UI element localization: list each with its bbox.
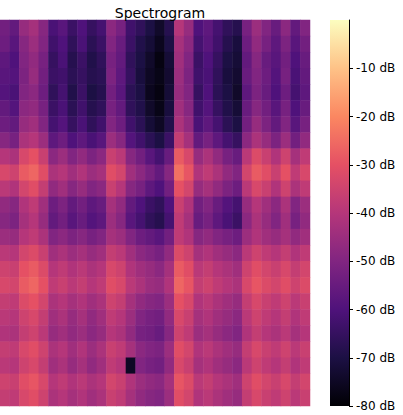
svg-text:-50 dB: -50 dB xyxy=(356,254,395,268)
svg-text:-30 dB: -30 dB xyxy=(356,158,395,172)
svg-text:-40 dB: -40 dB xyxy=(356,206,395,220)
svg-text:-20 dB: -20 dB xyxy=(356,110,395,124)
svg-text:-10 dB: -10 dB xyxy=(356,61,395,75)
svg-text:-80 dB: -80 dB xyxy=(356,399,395,413)
svg-text:-70 dB: -70 dB xyxy=(356,351,395,365)
svg-text:-60 dB: -60 dB xyxy=(356,303,395,317)
svg-text:Spectrogram: Spectrogram xyxy=(115,5,205,21)
